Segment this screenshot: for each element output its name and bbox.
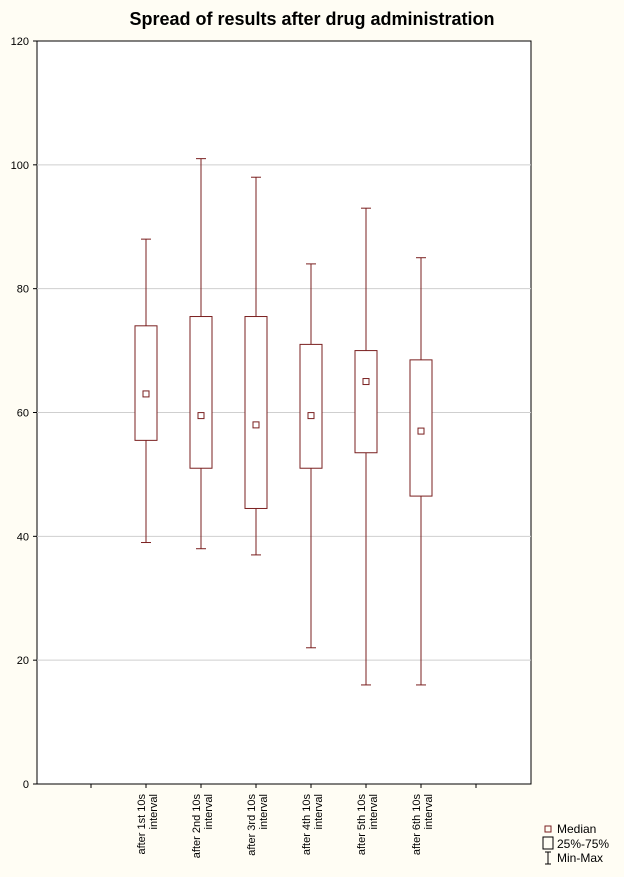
iqr-box [244,316,268,509]
y-tick-label-40: 40 [17,531,29,543]
iqr-box [354,350,378,454]
box-3 [244,176,268,556]
x-category-label-line: after 3rd 10s [246,794,258,856]
legend-median-marker [544,825,552,833]
x-axis-ticks [90,784,477,788]
median-marker [417,427,425,435]
y-tick-label-0: 0 [23,779,29,791]
x-category-label-line: interval [368,794,380,829]
x-category-label-5: after 5th 10sinterval [356,794,380,856]
median-marker [362,378,370,386]
median-marker [142,390,150,398]
legend-box-marker [542,836,554,850]
box-1 [134,238,158,544]
box-6 [409,257,433,686]
x-category-label-6: after 6th 10sinterval [411,794,435,856]
median-marker [307,412,315,420]
legend-minmax-label: Min-Max [557,851,603,865]
box-4 [299,263,323,649]
x-category-label-1: after 1st 10sinterval [136,794,160,855]
legend-median-label: Median [557,822,596,836]
x-category-label-3: after 3rd 10sinterval [246,794,270,856]
x-category-label-line: interval [258,794,270,829]
x-category-label-4: after 4th 10sinterval [301,794,325,856]
legend: Median 25%-75% Min-Max [542,822,609,865]
legend-box-label: 25%-75% [557,837,609,851]
iqr-box [189,316,213,469]
x-category-label-line: interval [203,794,215,829]
x-axis-category-labels: after 1st 10sinterval after 2nd 10sinterv… [136,794,435,859]
y-tick-label-60: 60 [17,408,29,420]
x-category-label-line: after 6th 10s [411,794,423,856]
gridlines [37,164,531,661]
y-tick-label-20: 20 [17,655,29,667]
median-marker [197,412,205,420]
iqr-box [299,343,323,469]
y-axis-ticks: 0 20 40 60 80 100 120 [11,36,37,791]
x-category-label-line: interval [148,794,160,829]
x-category-label-line: interval [423,794,435,829]
box-5 [354,207,378,686]
y-tick-label-120: 120 [11,36,29,48]
y-tick-label-100: 100 [11,160,29,172]
x-category-label-line: after 4th 10s [301,794,313,856]
box-2 [189,158,213,550]
x-category-label-line: after 1st 10s [136,794,148,855]
x-category-label-line: after 2nd 10s [191,794,203,859]
chart-title: Spread of results after drug administrat… [129,9,494,29]
box-series [134,158,433,686]
median-marker [252,421,260,429]
iqr-box [134,325,158,441]
y-tick-label-80: 80 [17,284,29,296]
x-category-label-line: interval [313,794,325,829]
x-category-label-line: after 5th 10s [356,794,368,856]
x-category-label-2: after 2nd 10sinterval [191,794,215,859]
